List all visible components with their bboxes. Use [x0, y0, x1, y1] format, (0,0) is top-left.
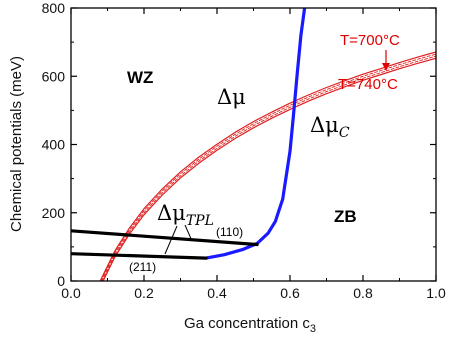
delta-mu-c-label: ΔμC [310, 113, 350, 141]
wz-region-label: WZ [127, 68, 153, 87]
zb-region-label: ZB [334, 207, 357, 226]
delta-mu-tpl-subscript: TPL [186, 213, 214, 229]
x-tick-label: 0.2 [134, 285, 154, 301]
y-tick-label: 0 [57, 273, 65, 289]
delta-mu-713-curve [100, 53, 436, 281]
delta-mu-tpl-symbol: Δμ [157, 201, 186, 225]
delta-mu-c-curve [204, 8, 307, 260]
tpl-pointer-arrow-211 [164, 225, 178, 255]
temperature-arrow-head [382, 63, 390, 71]
delta-mu-c-subscript: C [339, 125, 350, 141]
x-axis-title-text: Ga concentration c [184, 315, 310, 332]
plot-frame [70, 7, 437, 282]
tpl-pointer-arrow-110 [184, 224, 193, 242]
temperature-700-label: T=700°C [340, 32, 400, 49]
x-tick-label: 0.4 [207, 285, 227, 301]
y-tick-label: 200 [42, 205, 66, 221]
x-tick-label: 0.0 [61, 285, 81, 301]
delta-mu-c-symbol: Δμ [310, 113, 339, 137]
delta-mu-700-curve [99, 51, 436, 281]
series-layer [71, 8, 436, 281]
x-axis-title-subscript: 3 [310, 323, 316, 335]
y-tick-label: 600 [42, 68, 66, 84]
temperature-740-label: T=740°C [338, 76, 398, 93]
y-tick-label: 800 [42, 0, 66, 16]
x-tick-label: 0.8 [353, 285, 373, 301]
y-tick-label: 400 [42, 137, 66, 153]
plane-211-label: (211) [129, 260, 156, 274]
annotation-layer: WZ ZB Δμ ΔμC ΔμTPL (110) (211) T=700°C T… [127, 32, 400, 274]
delta-mu-tpl-label: ΔμTPL [157, 201, 214, 229]
axes-layer: 0.0 0.2 0.4 0.6 0.8 1.0 0 200 400 600 800 [42, 0, 446, 301]
delta-mu-tpl-211-line [71, 252, 208, 260]
x-tick-label: 1.0 [426, 285, 446, 301]
temperature-700-text: T=700°C [340, 32, 400, 49]
x-axis-title: Ga concentration c3 [184, 315, 316, 335]
plane-110-label: (110) [216, 225, 243, 239]
y-axis-title: Chemical potentials (meV) [8, 56, 25, 232]
delta-mu-label: Δμ [217, 85, 246, 109]
delta-mu-tpl-110-line [71, 229, 259, 247]
plot-frame-layer [70, 7, 437, 282]
axis-title-layer: Ga concentration c3 Chemical potentials … [8, 56, 316, 335]
x-tick-label: 0.6 [280, 285, 300, 301]
delta-mu-727-curve [101, 55, 436, 281]
delta-mu-740-curve [102, 57, 436, 281]
temperature-740-text: T=740°C [338, 76, 398, 93]
